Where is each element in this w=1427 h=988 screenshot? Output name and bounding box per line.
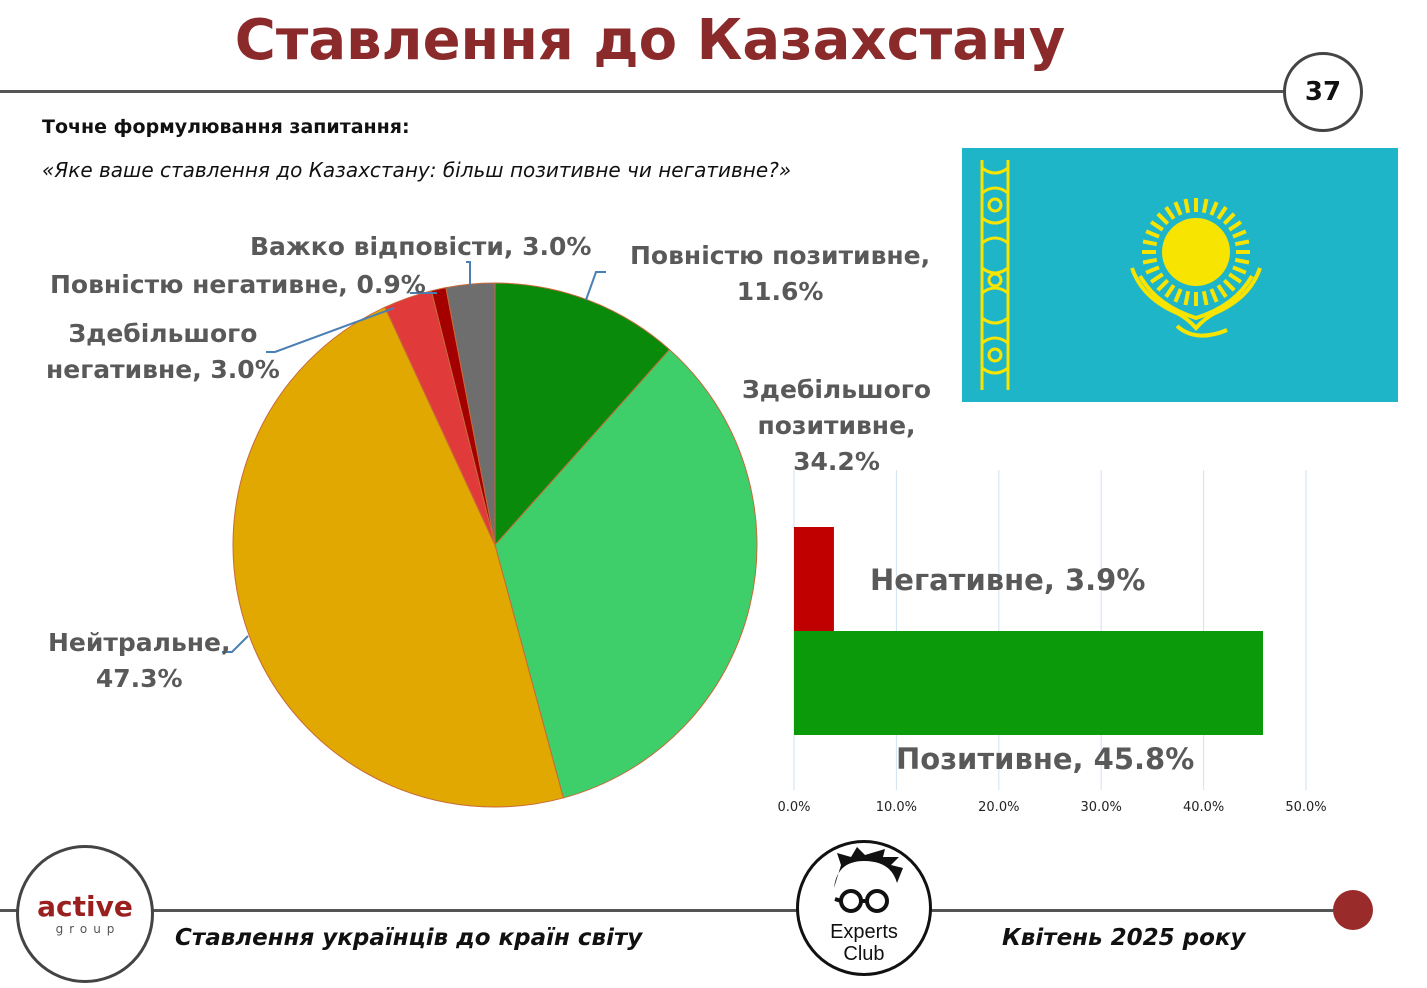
pie-slice-label: Повністю позитивне, 11.6% (630, 238, 930, 310)
bar-chart (793, 470, 1307, 790)
experts-club-logo: Experts Club (796, 840, 932, 976)
bar-x-tick: 0.0% (777, 800, 811, 815)
pie-label-line: 34.2% (793, 447, 880, 476)
pie-label-line: позитивне, (757, 411, 916, 440)
footer-date: Квітень 2025 року (1002, 925, 1246, 951)
bar-x-tick: 10.0% (875, 800, 918, 815)
pie-label-line: негативне, 3.0% (46, 355, 280, 384)
sun-icon (1142, 198, 1250, 306)
pie-slice-label: Здебільшого негативне, 3.0% (46, 316, 280, 388)
pie-leader-line (466, 261, 471, 285)
divider-end-dot (1333, 890, 1373, 930)
question-label: Точне формулювання запитання: (42, 116, 410, 138)
experts-logo-line2: Club (843, 943, 885, 965)
pie-label-line: Важко відповісти, 3.0% (250, 232, 592, 261)
bar-x-tick: 20.0% (978, 800, 1020, 815)
eagle-icon (1130, 267, 1262, 338)
glasses-face-icon (834, 847, 903, 913)
footer-survey-title: Ставлення українців до країн світу (175, 925, 643, 951)
page-number-badge: 37 (1283, 52, 1363, 132)
page-number: 37 (1304, 77, 1342, 107)
pie-slice-label: Важко відповісти, 3.0% (250, 229, 591, 265)
flag-ornament (980, 160, 1010, 390)
pie-slice (494, 348, 758, 799)
pie-label-line: 11.6% (736, 277, 824, 306)
pie-slice (494, 282, 671, 547)
pie-leader-line (222, 635, 249, 653)
pie-slice-label: Нейтральне, 47.3% (48, 625, 231, 697)
page-title: Ставлення до Казахстану (234, 8, 1066, 73)
pie-slice (232, 306, 564, 808)
pie-slice-label: Здебільшого позитивне, 34.2% (742, 372, 931, 480)
bar-x-tick: 40.0% (1182, 800, 1225, 815)
pie-label-line: Нейтральне, (48, 628, 231, 657)
top-divider (0, 90, 1285, 93)
pie-label-line: Здебільшого (742, 375, 932, 404)
pie-leader-line (266, 307, 395, 353)
active-group-logo: active group (16, 845, 154, 983)
bar (794, 631, 1263, 735)
bar-x-tick: 50.0% (1285, 800, 1327, 815)
bottom-divider (0, 909, 1345, 912)
question-text: «Яке ваше ставлення до Казахстану: більш… (42, 158, 792, 182)
bar-x-tick: 30.0% (1080, 800, 1122, 815)
kazakhstan-flag-image (962, 148, 1398, 402)
pie-label-line: Повністю позитивне, (630, 241, 931, 270)
bar (794, 527, 834, 631)
bar-label: Негативне, 3.9% (870, 563, 1146, 597)
active-logo-word: active (37, 890, 133, 923)
active-logo-sub: group (55, 922, 121, 936)
pie-label-line: Повністю негативне, 0.9% (50, 270, 426, 299)
experts-logo-line1: Experts (830, 921, 898, 943)
pie-label-line: 47.3% (95, 664, 183, 693)
pie-leader-line (585, 271, 606, 301)
pie-label-line: Здебільшого (68, 319, 258, 348)
pie-slice-label: Повністю негативне, 0.9% (50, 267, 426, 303)
bar-label: Позитивне, 45.8% (896, 742, 1195, 776)
experts-logo-text: Experts Club (799, 921, 929, 965)
